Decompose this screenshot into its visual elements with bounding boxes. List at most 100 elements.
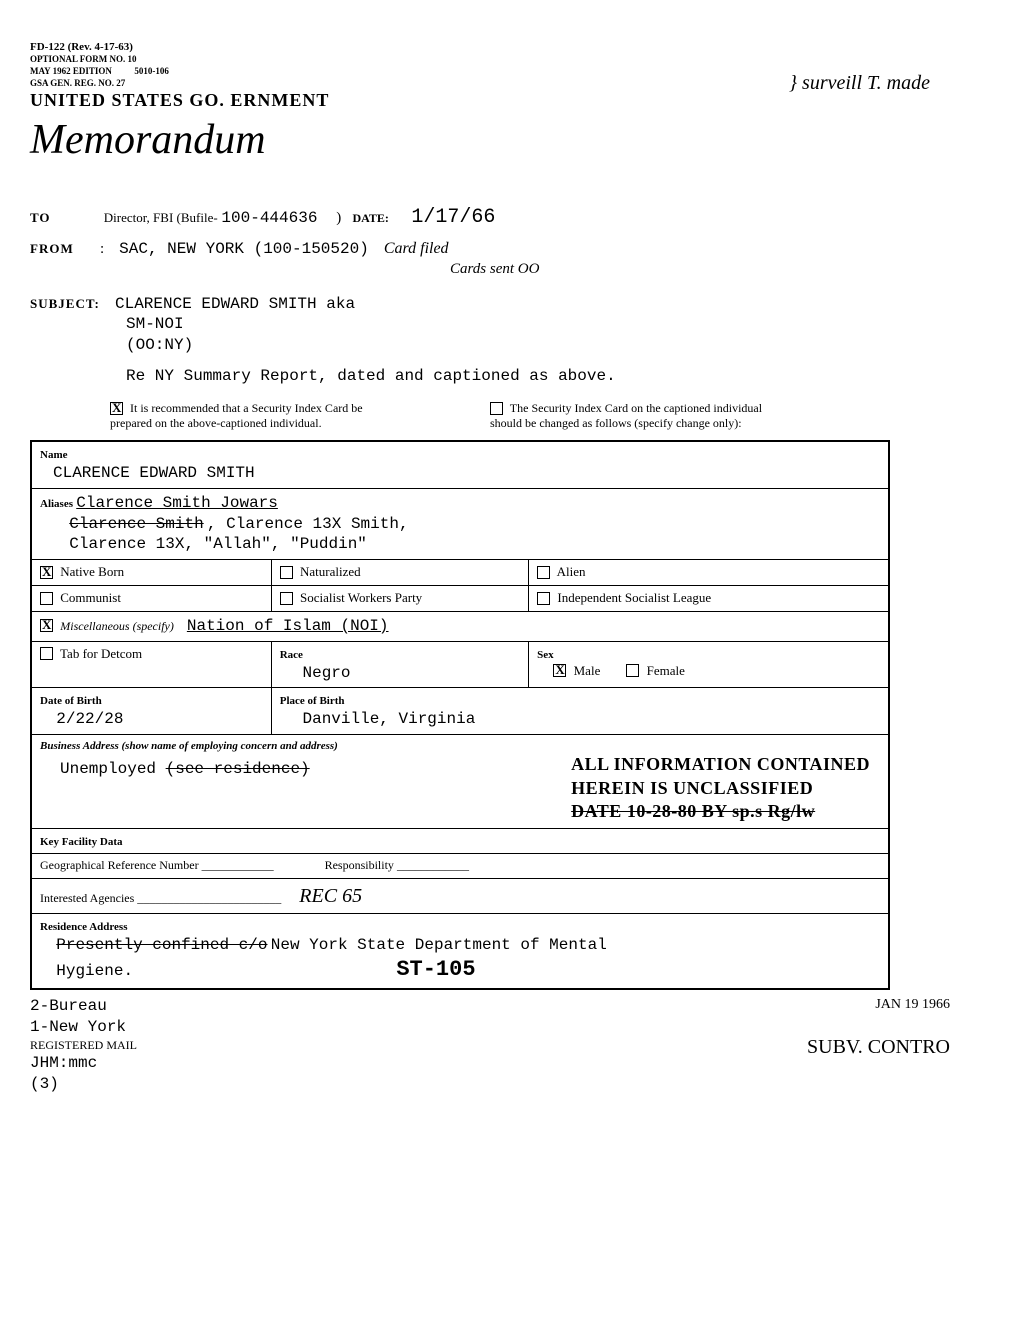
recommend-left-text: It is recommended that a Security Index … bbox=[110, 401, 363, 431]
recommend-right: The Security Index Card on the captioned… bbox=[490, 401, 770, 432]
checkbox-female bbox=[626, 664, 639, 677]
sex-label: Sex bbox=[537, 649, 554, 661]
name-label: Name bbox=[40, 449, 68, 461]
subject-line2: SM-NOI bbox=[126, 315, 184, 333]
checkbox-native-born bbox=[40, 566, 53, 579]
biz-unemployed: Unemployed bbox=[60, 760, 156, 778]
footer-block: 2-Bureau 1-New York REGISTERED MAIL JHM:… bbox=[30, 996, 990, 1095]
pob-label: Place of Birth bbox=[280, 695, 345, 707]
birth-row: Date of Birth 2/22/28 Place of Birth Dan… bbox=[31, 688, 889, 735]
date-value: 1/17/66 bbox=[411, 206, 495, 229]
subv-stamp: SUBV. CONTRO bbox=[807, 1034, 950, 1060]
native-born-label: Native Born bbox=[60, 564, 124, 579]
copies-2: 1-New York bbox=[30, 1017, 137, 1038]
race-value: Negro bbox=[302, 664, 350, 682]
aliases-rest: , Clarence 13X Smith, bbox=[207, 515, 409, 533]
geo-row: Geographical Reference Number __________… bbox=[31, 854, 889, 879]
subject-row: SUBJECT: CLARENCE EDWARD SMITH aka SM-NO… bbox=[30, 294, 990, 356]
ia-row: Interested Agencies ____________________… bbox=[31, 879, 889, 914]
form-no: 5010-106 bbox=[134, 66, 169, 76]
subject-label: SUBJECT: bbox=[30, 296, 100, 313]
res-line2: Hygiene. bbox=[56, 962, 133, 980]
st-code: ST-105 bbox=[396, 957, 475, 982]
native-born-cell: Native Born bbox=[31, 560, 271, 586]
tiny-line-2: MAY 1962 EDITION 5010-106 bbox=[30, 66, 329, 78]
sex-cell: Sex Male Female bbox=[529, 641, 889, 688]
aliases-line1: Clarence Smith Jowars bbox=[76, 494, 278, 512]
communist-label: Communist bbox=[60, 590, 121, 605]
dob-value: 2/22/28 bbox=[56, 710, 123, 728]
dob-cell: Date of Birth 2/22/28 bbox=[31, 688, 271, 735]
pob-value: Danville, Virginia bbox=[302, 710, 475, 728]
misc-value: Nation of Islam (NOI) bbox=[187, 617, 389, 635]
to-label: TO bbox=[30, 210, 100, 227]
card-filed: Card filed bbox=[384, 240, 449, 257]
recommend-row: It is recommended that a Security Index … bbox=[110, 397, 990, 436]
geo-cell: Geographical Reference Number __________… bbox=[31, 854, 889, 879]
nativity-row: Native Born Naturalized Alien bbox=[31, 560, 889, 586]
misc-label: Miscellaneous (specify) bbox=[60, 619, 174, 633]
name-value: CLARENCE EDWARD SMITH bbox=[53, 464, 255, 482]
header-block: FD-122 (Rev. 4-17-63) OPTIONAL FORM NO. … bbox=[30, 40, 329, 187]
tiny-line-1: OPTIONAL FORM NO. 10 bbox=[30, 54, 329, 66]
cards-sent: Cards sent OO bbox=[450, 261, 539, 277]
tiny-2-text: MAY 1962 EDITION bbox=[30, 66, 112, 76]
name-cell: Name CLARENCE EDWARD SMITH bbox=[31, 441, 889, 488]
naturalized-cell: Naturalized bbox=[271, 560, 528, 586]
ia-label: Interested Agencies bbox=[40, 891, 134, 905]
copies-1: 2-Bureau bbox=[30, 996, 137, 1017]
alien-label: Alien bbox=[557, 564, 586, 579]
misc-row: Miscellaneous (specify) Nation of Islam … bbox=[31, 611, 889, 641]
party-row: Communist Socialist Workers Party Indepe… bbox=[31, 585, 889, 611]
checkbox-detcom bbox=[40, 647, 53, 660]
typist: JHM:mmc bbox=[30, 1053, 137, 1074]
subject-line3: (OO:NY) bbox=[126, 336, 193, 354]
biz-value: Unemployed (see residence) bbox=[40, 753, 310, 780]
aliases-cell: Aliases Clarence Smith Jowars Clarence S… bbox=[31, 488, 889, 559]
reg-mail: REGISTERED MAIL bbox=[30, 1038, 137, 1054]
race-sex-row: Tab for Detcom Race Negro Sex Male Femal… bbox=[31, 641, 889, 688]
aliases-line3: Clarence 13X, "Allah", "Puddin" bbox=[69, 535, 367, 553]
swp-cell: Socialist Workers Party bbox=[271, 585, 528, 611]
pob-cell: Place of Birth Danville, Virginia bbox=[271, 688, 889, 735]
from-label: FROM bbox=[30, 241, 100, 258]
female-label: Female bbox=[647, 663, 685, 678]
aliases-row: Aliases Clarence Smith Jowars Clarence S… bbox=[31, 488, 889, 559]
checkbox-male bbox=[553, 664, 566, 677]
naturalized-label: Naturalized bbox=[300, 564, 361, 579]
to-value: Director, FBI (Bufile- bbox=[104, 210, 218, 225]
male-label: Male bbox=[574, 663, 601, 678]
checkbox-change bbox=[490, 402, 503, 415]
aliases-label: Aliases bbox=[40, 498, 73, 510]
recommend-right-text: The Security Index Card on the captioned… bbox=[490, 401, 762, 431]
checkbox-communist bbox=[40, 592, 53, 605]
kfd-cell: Key Facility Data bbox=[31, 828, 889, 854]
to-row: TO Director, FBI (Bufile- 100-444636 ) D… bbox=[30, 205, 990, 231]
geo-label: Geographical Reference Number bbox=[40, 858, 199, 872]
race-cell: Race Negro bbox=[271, 641, 528, 688]
subject-value: CLARENCE EDWARD SMITH aka bbox=[115, 295, 355, 313]
res-rest: New York State Department of Mental bbox=[271, 936, 607, 954]
bufile-no: 100-444636 bbox=[221, 209, 317, 227]
alien-cell: Alien bbox=[529, 560, 889, 586]
name-row: Name CLARENCE EDWARD SMITH bbox=[31, 441, 889, 488]
residence-cell: Residence Address Presently confined c/o… bbox=[31, 914, 889, 990]
checkbox-prepare bbox=[110, 402, 123, 415]
form-id: FD-122 (Rev. 4-17-63) bbox=[30, 40, 329, 54]
tiny-line-3: GSA GEN. REG. NO. 27 bbox=[30, 78, 329, 90]
checkbox-naturalized bbox=[280, 566, 293, 579]
stamp-line2: HEREIN IS UNCLASSIFIED bbox=[571, 777, 870, 800]
stamp-line1: ALL INFORMATION CONTAINED bbox=[571, 753, 870, 776]
recommend-left: It is recommended that a Security Index … bbox=[110, 401, 370, 432]
checkbox-isl bbox=[537, 592, 550, 605]
ia-cell: Interested Agencies ____________________… bbox=[31, 879, 889, 914]
swp-label: Socialist Workers Party bbox=[300, 590, 422, 605]
isl-cell: Independent Socialist League bbox=[529, 585, 889, 611]
rec-annot: REC 65 bbox=[299, 885, 362, 907]
declass-stamp: ALL INFORMATION CONTAINED HEREIN IS UNCL… bbox=[571, 753, 880, 823]
security-index-table: Name CLARENCE EDWARD SMITH Aliases Clare… bbox=[30, 440, 890, 990]
aliases-strike: Clarence Smith bbox=[69, 515, 203, 533]
checkbox-misc bbox=[40, 619, 53, 632]
date-label: DATE: bbox=[352, 211, 388, 225]
res-label: Residence Address bbox=[40, 921, 128, 933]
